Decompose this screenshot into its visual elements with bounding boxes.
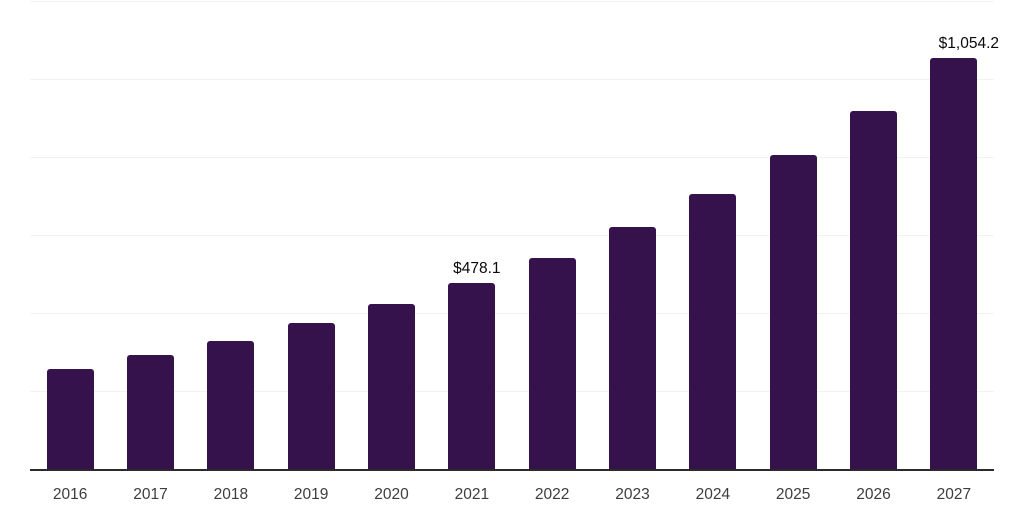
gridline (30, 78, 994, 80)
bar-2021 (448, 283, 496, 470)
gridline (30, 0, 994, 2)
x-tick-label-2023: 2023 (615, 486, 650, 503)
bar-2019 (287, 323, 335, 470)
bar-2017 (127, 355, 174, 470)
bar-2023 (609, 226, 656, 470)
x-tick-label-2018: 2018 (213, 486, 249, 503)
bar-2022 (528, 258, 576, 470)
x-tick-label-2025: 2025 (775, 486, 811, 503)
bar-2018 (207, 341, 255, 470)
x-tick-label-2021: 2021 (454, 486, 490, 503)
bar-2020 (368, 303, 415, 470)
x-tick-label-2017: 2017 (133, 486, 168, 503)
x-tick-label-2027: 2027 (936, 486, 972, 503)
x-tick-label-2020: 2020 (374, 486, 409, 503)
x-tick-label-2024: 2024 (695, 486, 731, 503)
bar-2025 (769, 154, 817, 470)
x-axis-line (30, 469, 994, 471)
bar-value-label-2021: $478.1 (453, 260, 501, 278)
x-tick-label-2016: 2016 (52, 486, 88, 503)
bar-2016 (46, 369, 94, 470)
bar-2026 (850, 110, 897, 470)
bar-2024 (689, 194, 737, 470)
x-tick-label-2026: 2026 (856, 486, 891, 503)
bar-2027 (930, 57, 978, 470)
bar-value-label-2027: $1,054.2 (938, 34, 999, 52)
x-tick-label-2022: 2022 (534, 486, 570, 503)
x-tick-label-2019: 2019 (293, 486, 329, 503)
